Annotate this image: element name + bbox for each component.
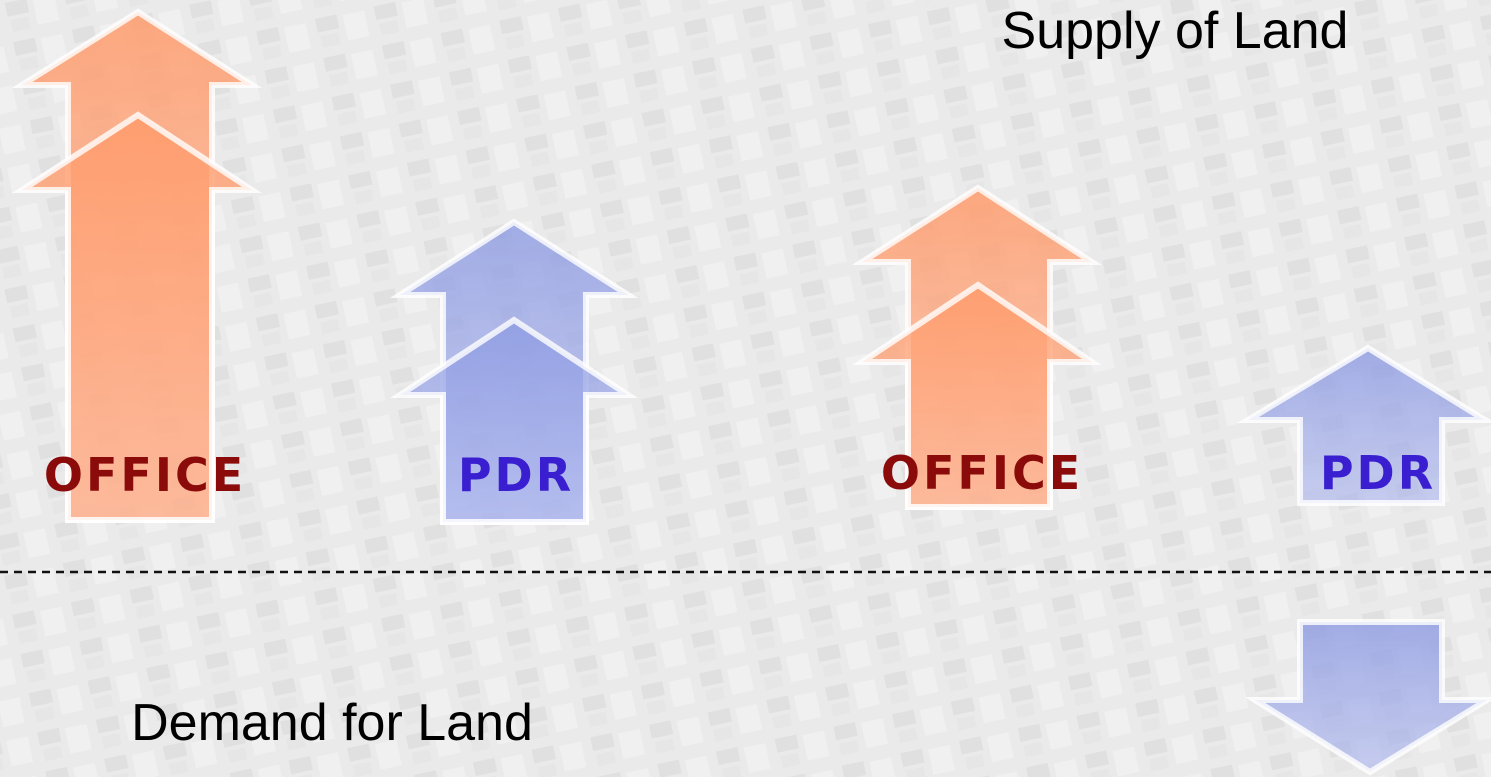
background-overlay: [0, 0, 1491, 777]
arrow-label: OFFICE: [881, 446, 1083, 500]
arrow-label: OFFICE: [44, 448, 246, 502]
slide: OFFICE PDR OFFICE PDR Supply of Land Dem…: [0, 0, 1491, 777]
demand-label: Demand for Land: [131, 694, 533, 752]
arrow-label: PDR: [458, 448, 574, 502]
supply-label: Supply of Land: [1002, 2, 1349, 60]
arrow-label: PDR: [1320, 446, 1436, 500]
